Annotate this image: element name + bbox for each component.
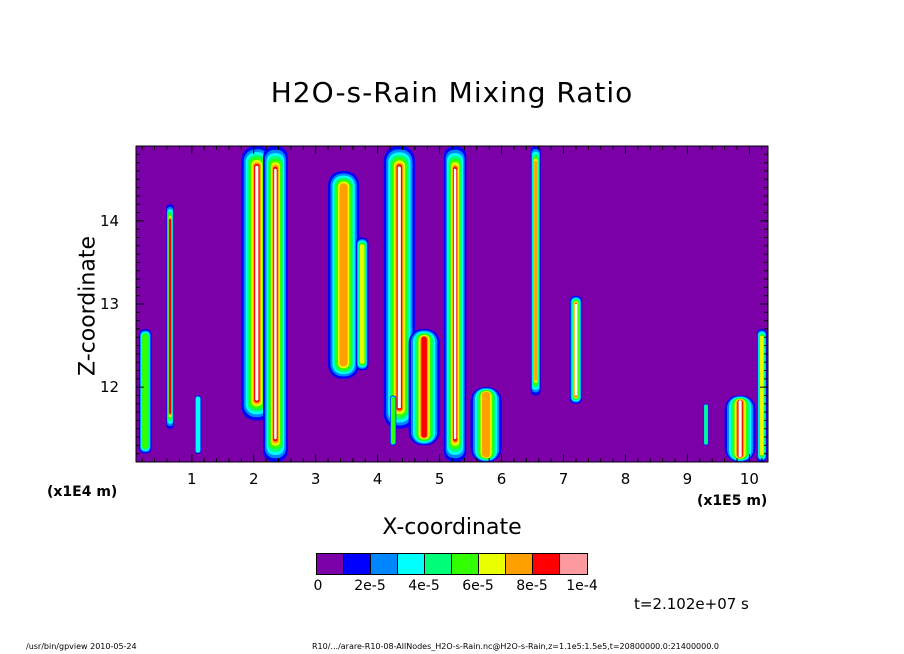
x-tick-label: 5	[434, 470, 445, 488]
contour-level-9	[255, 165, 259, 401]
contour-level-5	[391, 397, 395, 444]
y-tick-label: 13	[100, 295, 120, 313]
colorbar-label: 8e-5	[516, 578, 548, 594]
x-tick-label: 7	[558, 470, 569, 488]
x-unit-label-right: (x1E5 m)	[697, 493, 768, 509]
rain-cell-16	[355, 237, 369, 371]
contour-level-3	[195, 396, 201, 453]
contour-level-9	[574, 303, 578, 397]
contour-level-8	[168, 218, 172, 415]
x-axis-label: X-coordinate	[382, 515, 522, 540]
rain-cell-17	[194, 395, 202, 454]
rain-cell-2	[139, 328, 152, 454]
rain-cell-10	[530, 146, 541, 396]
chart-title: H2O-s-Rain Mixing Ratio	[270, 76, 634, 109]
rain-cell-4	[263, 146, 288, 462]
contour-level-6	[760, 335, 764, 456]
contour-level-5	[142, 334, 149, 449]
footer-program: /usr/bin/gpview 2010-05-24	[26, 642, 137, 651]
y-tick-label: 12	[100, 378, 120, 397]
colorbar-label: 6e-5	[462, 578, 494, 594]
colorbar-swatch-7	[479, 554, 506, 574]
x-tick-label: 10	[739, 470, 759, 488]
contour-level-4	[704, 405, 708, 445]
rain-cell-12	[724, 395, 756, 462]
colorbar-swatch-5	[425, 554, 452, 574]
footer-source: R10/.../arare-R10-08-AllNodes_H2O-s-Rain…	[312, 642, 719, 651]
rain-cell-5	[328, 170, 360, 379]
contour-level-7	[482, 391, 491, 458]
colorbar-swatch-3	[371, 554, 398, 574]
colorbar-swatch-9	[533, 554, 560, 574]
x-tick-label: 2	[248, 470, 259, 488]
x-tick-label: 8	[620, 470, 631, 488]
colorbar-label: 0	[313, 578, 323, 594]
x-unit-label-left: (x1E4 m)	[47, 484, 118, 500]
x-tick-label: 4	[372, 470, 383, 488]
colorbar-label: 1e-4	[566, 578, 598, 594]
x-tick-label: 9	[682, 470, 693, 488]
colorbar-swatch-6	[452, 554, 479, 574]
rain-cell-1	[166, 204, 174, 429]
colorbar-label: 4e-5	[408, 578, 440, 594]
y-axis-label: Z-coordinate	[75, 236, 101, 376]
x-tick-label: 6	[496, 470, 507, 488]
data-layer	[139, 146, 767, 462]
rain-cell-7	[408, 328, 440, 446]
contour-level-7	[534, 160, 537, 381]
contour-level-9	[453, 168, 457, 440]
contour-level-9	[738, 400, 742, 458]
contour-level-9	[397, 166, 401, 409]
colorbar	[316, 553, 588, 575]
colorbar-label: 2e-5	[354, 578, 386, 594]
x-tick-label: 3	[310, 470, 321, 488]
y-tick-label: 14	[100, 211, 120, 230]
colorbar-swatch-4	[398, 554, 425, 574]
colorbar-swatch-10	[560, 554, 587, 574]
colorbar-swatch-2	[344, 554, 371, 574]
contour-level-7	[339, 183, 348, 367]
rain-cell-6	[383, 146, 415, 429]
rain-cell-14	[703, 403, 709, 446]
x-tick-label: 1	[186, 470, 197, 488]
rain-cell-15	[390, 395, 397, 446]
contour-level-9	[274, 168, 277, 440]
rain-cell-11	[569, 295, 583, 404]
time-label: t=2.102e+07 s	[634, 595, 749, 613]
rain-cell-9	[470, 387, 502, 462]
colorbar-swatch-1	[317, 554, 344, 574]
contour-level-6	[359, 244, 365, 364]
colorbar-swatch-8	[506, 554, 533, 574]
contour-level-8	[421, 336, 427, 438]
rain-cell-8	[443, 146, 467, 462]
